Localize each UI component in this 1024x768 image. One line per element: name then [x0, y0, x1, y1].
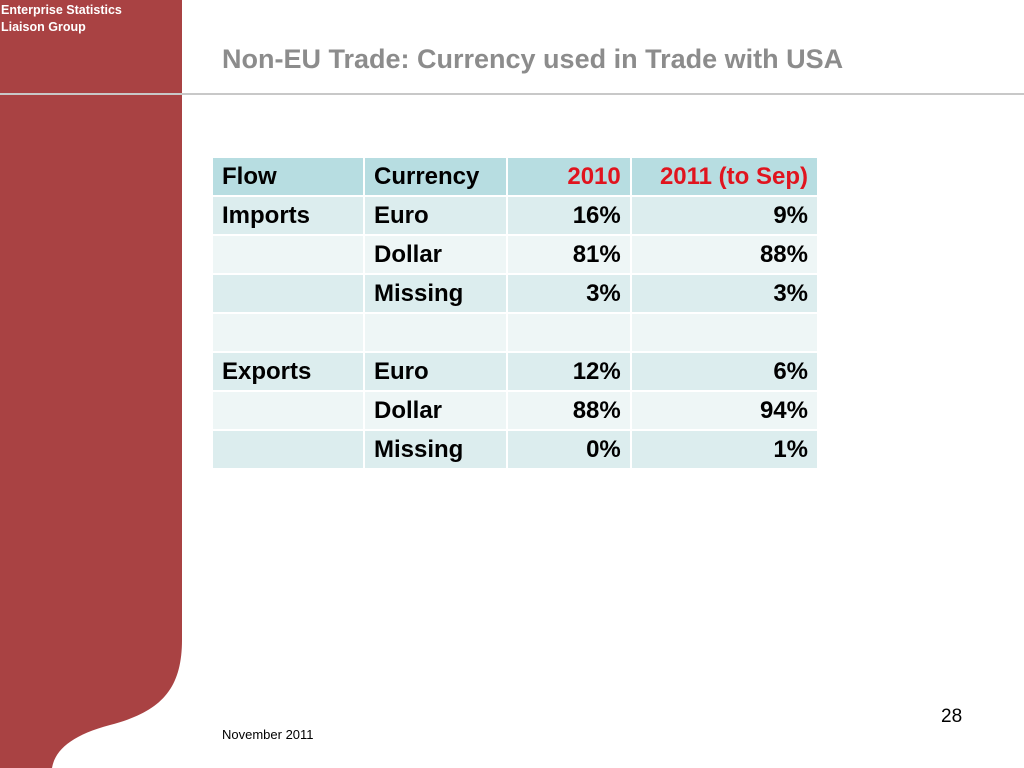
cell-flow: [213, 431, 363, 468]
cell-2011: 1%: [631, 431, 817, 468]
table-row: Missing 3% 3%: [213, 275, 817, 312]
cell-flow: [213, 314, 363, 351]
header-flow: Flow: [213, 158, 363, 195]
cell-currency: Missing: [365, 275, 506, 312]
org-name: Enterprise Statistics Liaison Group: [1, 2, 176, 36]
cell-2010: 12%: [507, 353, 630, 390]
cell-2010: 3%: [507, 275, 630, 312]
cell-2011: 9%: [631, 197, 817, 234]
cell-currency: [365, 314, 506, 351]
table-row: Dollar 81% 88%: [213, 236, 817, 273]
cell-2010: 81%: [507, 236, 630, 273]
table-header-row: Flow Currency 2010 2011 (to Sep): [213, 158, 817, 195]
currency-table: Flow Currency 2010 2011 (to Sep) Imports…: [211, 156, 819, 470]
header-2010: 2010: [507, 158, 630, 195]
sidebar-shape: [0, 0, 182, 768]
cell-2011: 6%: [631, 353, 817, 390]
page-number: 28: [941, 706, 963, 727]
header-currency: Currency: [365, 158, 506, 195]
cell-currency: Dollar: [365, 392, 506, 429]
header-2011: 2011 (to Sep): [631, 158, 817, 195]
cell-flow: [213, 236, 363, 273]
table-row: Missing 0% 1%: [213, 431, 817, 468]
cell-currency: Missing: [365, 431, 506, 468]
org-name-line2: Liaison Group: [1, 20, 86, 34]
org-name-line1: Enterprise Statistics: [1, 3, 122, 17]
cell-currency: Euro: [365, 353, 506, 390]
cell-flow: [213, 392, 363, 429]
table-row: Exports Euro 12% 6%: [213, 353, 817, 390]
cell-2011: 88%: [631, 236, 817, 273]
cell-currency: Dollar: [365, 236, 506, 273]
cell-2010: 0%: [507, 431, 630, 468]
cell-2011: 94%: [631, 392, 817, 429]
cell-flow: Imports: [213, 197, 363, 234]
cell-flow: [213, 275, 363, 312]
cell-2011: [631, 314, 817, 351]
cell-2010: [507, 314, 630, 351]
page-title: Non-EU Trade: Currency used in Trade wit…: [222, 44, 844, 74]
cell-2010: 16%: [507, 197, 630, 234]
table-row: Imports Euro 16% 9%: [213, 197, 817, 234]
cell-flow: Exports: [213, 353, 363, 390]
header-divider: [0, 93, 1024, 95]
cell-currency: Euro: [365, 197, 506, 234]
table-row: Dollar 88% 94%: [213, 392, 817, 429]
cell-2011: 3%: [631, 275, 817, 312]
sidebar-decoration: [0, 0, 182, 768]
table-row: [213, 314, 817, 351]
cell-2010: 88%: [507, 392, 630, 429]
footer-date: November 2011: [222, 727, 314, 742]
